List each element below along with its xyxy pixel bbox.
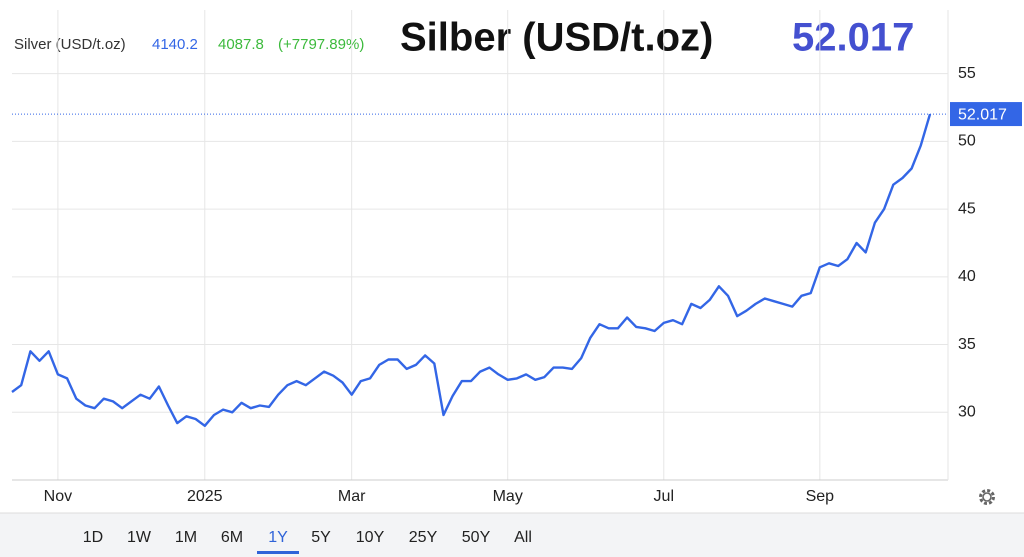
settings-icon[interactable] — [979, 489, 995, 505]
x-tick-label: Jul — [654, 488, 674, 505]
last-price-tag — [950, 102, 1022, 127]
y-tick-label: 50 — [958, 133, 976, 150]
x-tick-label: 2025 — [187, 488, 223, 505]
range-button[interactable]: 6M — [221, 529, 243, 546]
range-button[interactable]: All — [514, 529, 532, 546]
y-tick-label: 45 — [958, 200, 976, 217]
range-button[interactable]: 1W — [127, 529, 152, 546]
x-tick-label: May — [493, 488, 523, 505]
x-tick-label: Sep — [806, 488, 835, 505]
range-button[interactable]: 5Y — [311, 529, 331, 546]
range-button[interactable]: 1M — [175, 529, 197, 546]
legend-stat: (+7797.89%) — [278, 36, 364, 53]
last-price-label: 52.017 — [958, 106, 1007, 123]
headline-value: 52.017 — [792, 16, 914, 60]
y-tick-label: 55 — [958, 65, 976, 82]
range-button[interactable]: 1D — [83, 529, 103, 546]
range-button[interactable]: 10Y — [356, 529, 385, 546]
x-tick-label: Mar — [338, 488, 366, 505]
legend-stat: 4087.8 — [218, 36, 264, 53]
x-tick-label: Nov — [44, 488, 72, 505]
legend-stat: 4140.2 — [152, 36, 198, 53]
y-tick-label: 35 — [958, 336, 976, 353]
range-button[interactable]: 1Y — [268, 529, 288, 546]
price-line — [11, 113, 932, 427]
range-selected-underline — [257, 551, 299, 554]
y-tick-label: 30 — [958, 403, 976, 420]
grid-layer — [12, 10, 948, 480]
range-button[interactable]: 50Y — [462, 529, 491, 546]
range-button[interactable]: 25Y — [409, 529, 438, 546]
range-bar — [0, 513, 1024, 557]
legend-name: Silver (USD/t.oz) — [14, 36, 126, 53]
chart-title: Silber (USD/t.oz) — [400, 16, 713, 60]
y-tick-label: 40 — [958, 268, 976, 285]
